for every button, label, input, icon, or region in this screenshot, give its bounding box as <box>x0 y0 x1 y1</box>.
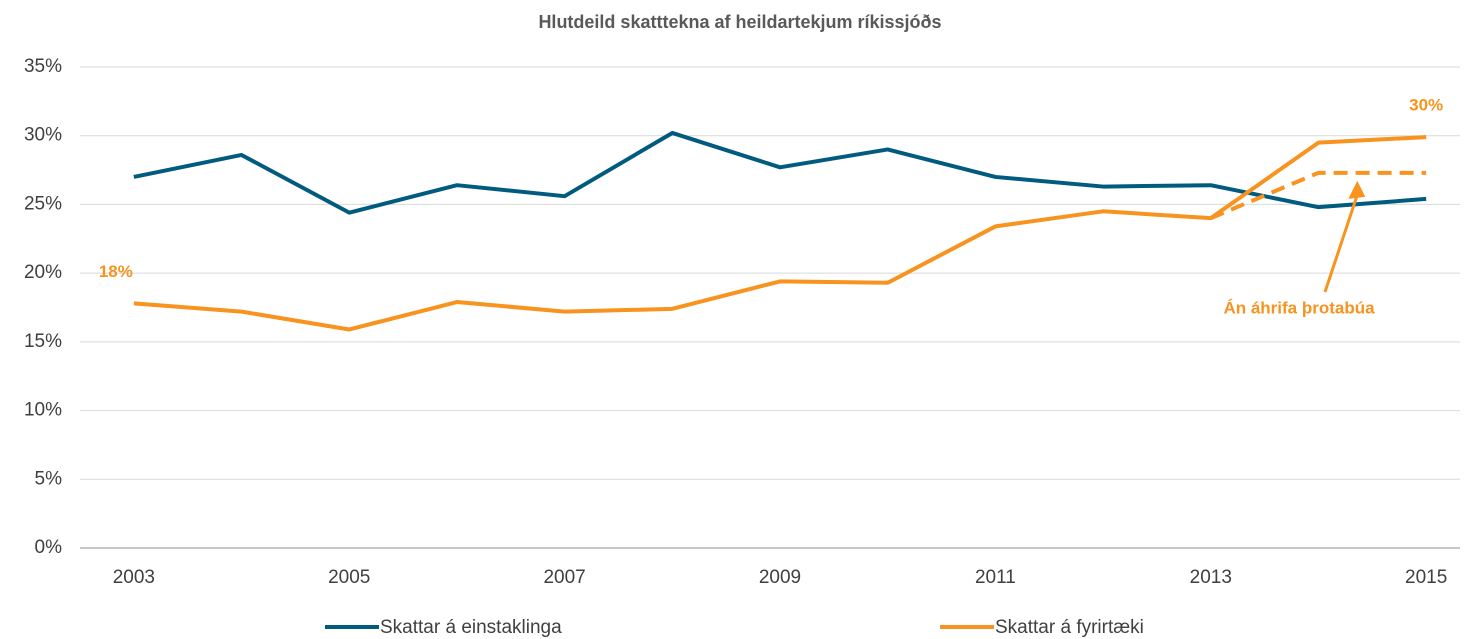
arrow-head <box>1348 180 1366 199</box>
x-tick-label: 2007 <box>543 567 585 588</box>
y-tick-label: 5% <box>35 468 63 489</box>
legend-label: Skattar á einstaklinga <box>380 617 562 638</box>
x-tick-label: 2009 <box>759 567 801 588</box>
y-tick-label: 20% <box>24 262 62 283</box>
x-tick-label: 2011 <box>975 567 1016 588</box>
annotation-arrow <box>1323 194 1359 293</box>
y-tick-label: 30% <box>24 125 62 146</box>
x-tick-label: 2015 <box>1405 567 1447 588</box>
y-tick-label: 0% <box>35 537 63 558</box>
x-tick-label: 2003 <box>113 567 155 588</box>
y-tick-label: 10% <box>24 400 62 421</box>
data-label: 30% <box>1409 96 1443 115</box>
chart-title: Hlutdeild skatttekna af heildartekjum rí… <box>538 12 941 32</box>
annotation: Án áhrifa þrotabúa <box>1223 298 1375 317</box>
x-tick-label: 2013 <box>1190 567 1232 588</box>
x-tick-label: 2005 <box>328 567 370 588</box>
line <box>133 130 1427 215</box>
y-tick-label: 15% <box>24 331 62 352</box>
dashed-line <box>1209 170 1427 221</box>
legend-label: Skattar á fyrirtæki <box>995 617 1144 638</box>
y-tick-label: 35% <box>24 56 62 77</box>
data-label: 18% <box>99 262 133 281</box>
y-tick-label: 25% <box>24 193 62 214</box>
